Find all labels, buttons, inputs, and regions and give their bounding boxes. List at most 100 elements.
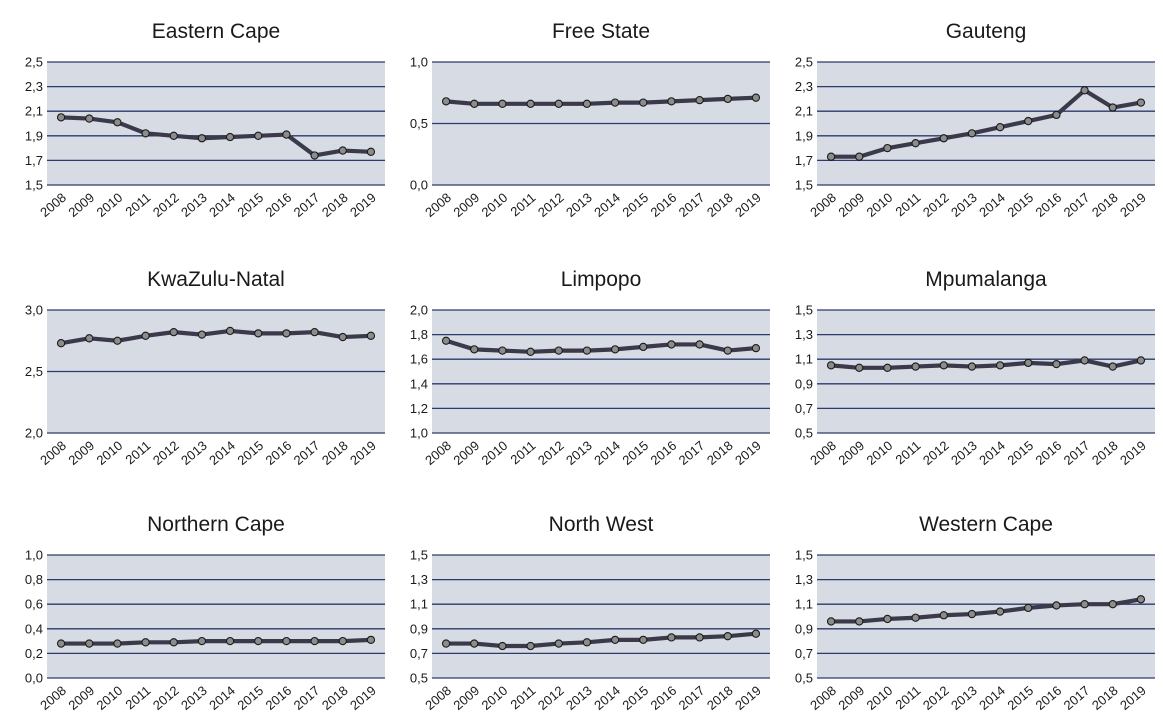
y-tick-label: 2,5 xyxy=(25,364,43,379)
y-tick-label: 0,9 xyxy=(795,376,813,391)
data-point xyxy=(338,332,347,342)
data-point xyxy=(169,131,178,140)
data-point xyxy=(141,129,150,138)
series-line xyxy=(828,358,1144,370)
data-point xyxy=(1136,356,1146,365)
y-tick-label: 1,5 xyxy=(410,548,428,563)
y-tick-label: 2,3 xyxy=(795,79,813,94)
data-point xyxy=(1108,103,1117,112)
data-point xyxy=(113,118,122,127)
y-tick-label: 2,3 xyxy=(25,79,43,94)
y-tick-label: 0,0 xyxy=(25,671,43,686)
x-tick-label: 2010 xyxy=(864,683,896,713)
y-tick-label: 0,7 xyxy=(795,401,813,416)
data-point xyxy=(1052,601,1061,610)
x-tick-label: 2014 xyxy=(976,683,1008,713)
y-tick-label: 2,0 xyxy=(25,426,43,441)
data-point xyxy=(610,345,620,354)
data-point xyxy=(310,636,319,646)
data-point xyxy=(526,99,535,108)
data-point xyxy=(939,611,948,620)
chart-title: Gauteng xyxy=(946,20,1027,43)
data-point xyxy=(723,346,732,355)
data-point xyxy=(639,342,648,352)
data-point xyxy=(1052,359,1061,369)
data-point xyxy=(826,361,836,370)
data-point xyxy=(56,339,66,348)
series-line xyxy=(443,338,759,354)
data-point xyxy=(282,329,291,338)
data-point xyxy=(197,134,207,143)
data-point xyxy=(1108,362,1117,371)
data-point xyxy=(225,132,235,142)
data-point xyxy=(1080,356,1089,365)
series-line xyxy=(58,115,374,158)
data-point xyxy=(939,134,948,143)
data-point xyxy=(470,99,479,108)
data-point xyxy=(967,362,977,371)
data-point xyxy=(56,113,66,122)
data-point xyxy=(1080,86,1089,95)
data-point xyxy=(197,330,207,339)
x-tick-label: 2015 xyxy=(1004,683,1036,713)
data-point xyxy=(282,130,291,139)
data-point xyxy=(582,638,592,647)
y-tick-label: 2,1 xyxy=(795,104,813,119)
data-point xyxy=(826,617,836,626)
y-tick-label: 2,0 xyxy=(410,303,428,318)
data-point xyxy=(56,639,66,648)
y-tick-label: 1,5 xyxy=(795,303,813,318)
x-tick-label: 2019 xyxy=(1117,683,1149,713)
data-point xyxy=(141,331,150,340)
y-tick-label: 1,3 xyxy=(795,572,813,587)
data-point xyxy=(113,639,122,648)
data-point xyxy=(639,98,648,107)
y-tick-label: 1,1 xyxy=(410,597,428,612)
data-point xyxy=(1024,116,1033,126)
series-line xyxy=(828,597,1144,624)
plot-area xyxy=(432,555,770,678)
data-point xyxy=(498,641,507,651)
data-point xyxy=(911,362,920,371)
data-point xyxy=(1136,595,1146,604)
plot-area xyxy=(817,62,1155,185)
y-tick-label: 1,6 xyxy=(410,352,428,367)
x-tick-label: 2008 xyxy=(807,683,839,713)
y-tick-label: 0,7 xyxy=(795,646,813,661)
series-line xyxy=(58,328,374,346)
data-point xyxy=(883,363,892,372)
data-point xyxy=(695,95,704,105)
data-point xyxy=(911,139,920,148)
data-point xyxy=(855,363,864,372)
data-point xyxy=(855,152,864,161)
y-tick-label: 0,7 xyxy=(410,646,428,661)
x-tick-label: 2013 xyxy=(948,683,980,713)
chart-title: North West xyxy=(549,513,654,536)
y-tick-label: 0,5 xyxy=(795,426,813,441)
x-tick-label: 2017 xyxy=(1061,683,1093,713)
data-point xyxy=(967,129,977,138)
data-point xyxy=(310,327,319,337)
data-point xyxy=(695,633,704,642)
data-point xyxy=(366,635,376,645)
data-point xyxy=(169,327,178,337)
data-point xyxy=(1024,358,1033,368)
data-point xyxy=(582,99,592,108)
x-tick-label: 2011 xyxy=(892,683,923,712)
y-tick-label: 0,4 xyxy=(25,621,43,636)
series-line xyxy=(443,95,759,106)
data-point xyxy=(1136,98,1146,107)
y-tick-label: 1,8 xyxy=(410,327,428,342)
chart-title: Western Cape xyxy=(919,513,1053,536)
chart-title: Northern Cape xyxy=(147,513,285,536)
plot-area xyxy=(817,555,1155,678)
y-tick-label: 0,5 xyxy=(410,116,428,131)
y-tick-label: 0,9 xyxy=(795,621,813,636)
